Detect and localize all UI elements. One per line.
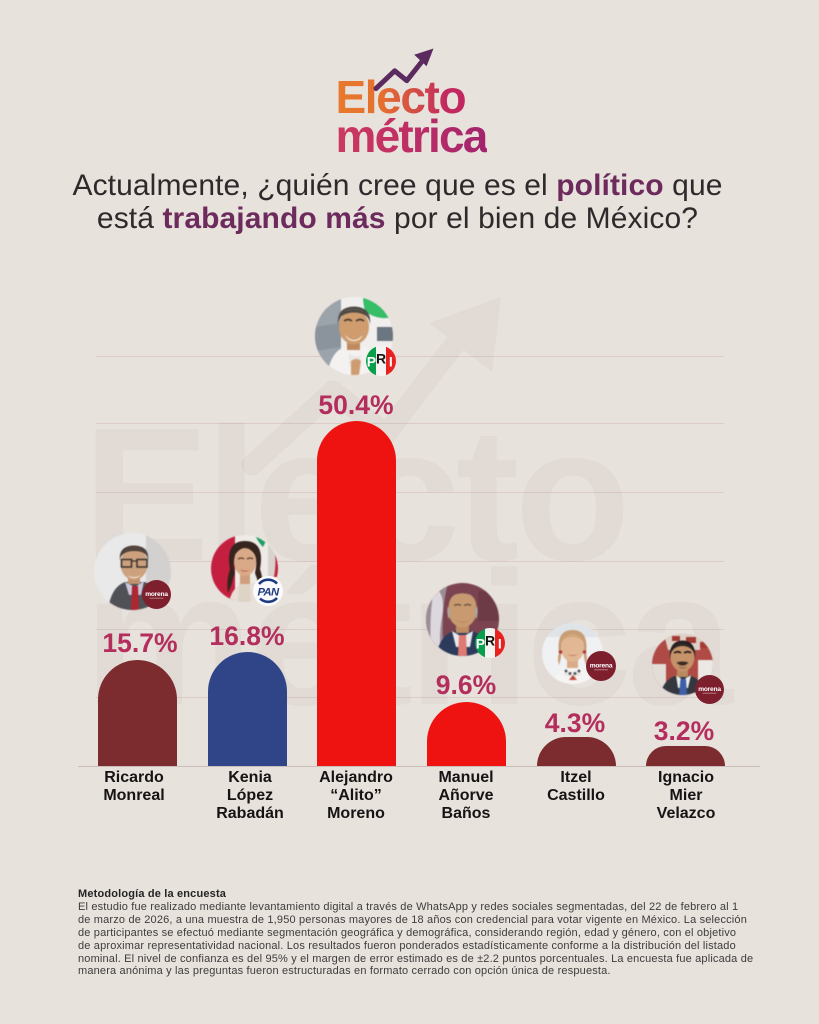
svg-text:P: P <box>476 636 485 652</box>
svg-text:morena: morena <box>145 591 168 598</box>
svg-text:morena: morena <box>590 663 613 670</box>
svg-text:R: R <box>376 351 386 367</box>
svg-text:R: R <box>485 633 495 649</box>
svg-text:I: I <box>498 636 502 652</box>
svg-text:I: I <box>389 354 393 370</box>
svg-text:PAN: PAN <box>258 587 280 599</box>
svg-text:P: P <box>367 354 376 370</box>
svg-text:morena: morena <box>698 686 721 693</box>
